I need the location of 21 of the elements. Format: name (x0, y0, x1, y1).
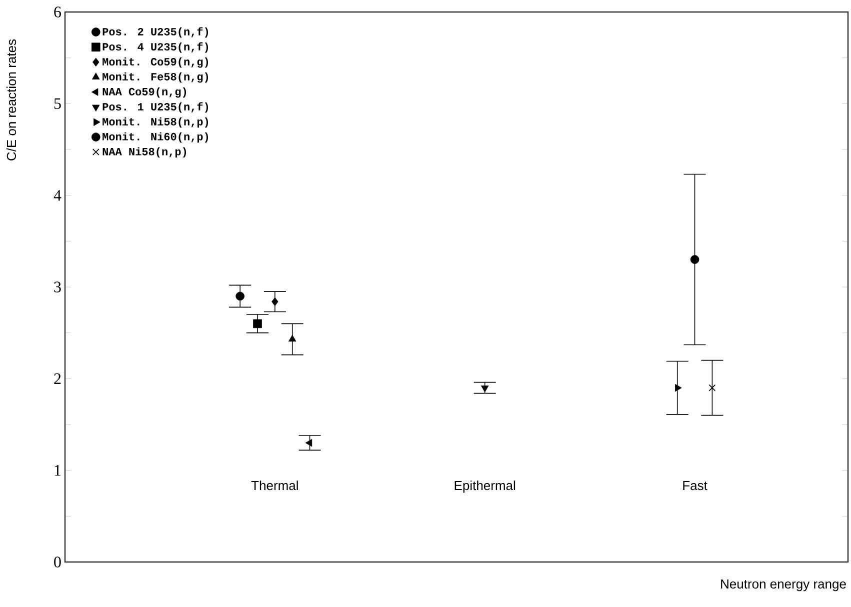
y-tick-label: 2 (54, 373, 61, 384)
legend-label: NAA Ni58(n,p) (102, 147, 186, 158)
legend-label: Monit. Ni60(n,p) (102, 132, 208, 143)
legend-label: Monit. Ni58(n,p) (102, 117, 208, 128)
y-tick-label: 0 (54, 556, 61, 568)
y-tick-label: 5 (54, 98, 61, 109)
x-axis-title: Neutron energy range (721, 580, 846, 592)
y-tick-label: 4 (54, 190, 62, 201)
x-tick-label: Fast (683, 481, 708, 490)
y-axis-title: C/E on reaction rates (6, 39, 16, 160)
legend-label: Monit. Co59(n,g) (102, 57, 208, 68)
legend-label: NAA Co59(n,g) (102, 87, 186, 98)
y-tick-label: 6 (54, 6, 62, 18)
y-tick-label: 3 (54, 282, 61, 292)
legend-label: Pos. 1 U235(n,f) (102, 102, 208, 113)
legend-label: Pos. 2 U235(n,f) (102, 27, 208, 38)
legend-label: Monit. Fe58(n,g) (102, 72, 208, 83)
y-tick-label: 1 (54, 465, 61, 476)
x-tick-label: Epithermal (454, 480, 516, 493)
legend-label: Pos. 4 U235(n,f) (102, 42, 208, 53)
x-tick-label: Thermal (251, 480, 298, 490)
